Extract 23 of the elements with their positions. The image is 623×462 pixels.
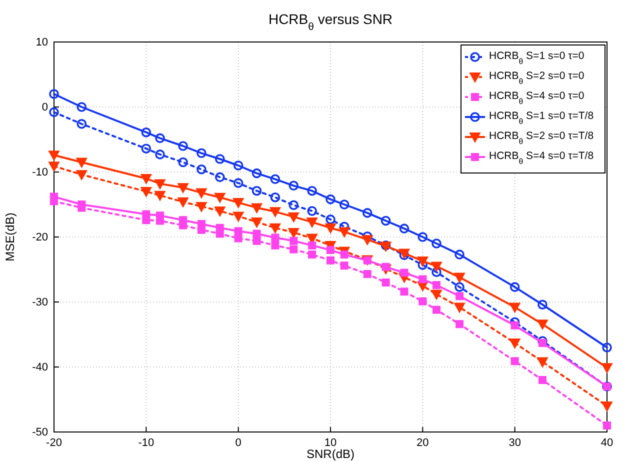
x-tick-label: 20 [416, 436, 429, 449]
x-tick-label: 40 [600, 436, 614, 449]
y-tick-label: -50 [32, 426, 48, 439]
x-axis-title: SNR(dB) [306, 447, 355, 461]
y-tick-label: 0 [42, 102, 48, 114]
x-tick-label: 0 [235, 436, 242, 449]
legend-label: HCRB$_{θ}$ S=2 s=0 τ=0 [489, 70, 584, 86]
legend-label: HCRB$_{θ}$ S=1 s=0 τ=0 [489, 50, 584, 66]
y-tick-label: -40 [32, 362, 48, 374]
chart-title: HCRB$_{θ}$ versus SNR [268, 11, 393, 33]
x-tick-label: 10 [324, 436, 337, 449]
legend-label: HCRB$_{θ}$ S=1 s=0 τ=T/8 [489, 110, 594, 126]
y-tick-label: -10 [32, 166, 48, 179]
x-tick-label: 30 [508, 436, 521, 449]
y-tick-label: -20 [32, 232, 48, 244]
y-axis-title: MSE(dB) [3, 212, 17, 262]
y-tick-label: -30 [32, 296, 48, 309]
x-tick-label: -10 [138, 436, 154, 449]
y-tick-label: 10 [36, 36, 48, 49]
legend-label: HCRB$_{θ}$ S=4 s=0 τ=0 [489, 90, 584, 106]
legend-label: HCRB$_{θ}$ S=2 s=0 τ=T/8 [489, 130, 594, 146]
x-tick-label: -20 [46, 436, 62, 449]
legend-label: HCRB$_{θ}$ S=4 s=0 τ=T/8 [489, 150, 594, 166]
